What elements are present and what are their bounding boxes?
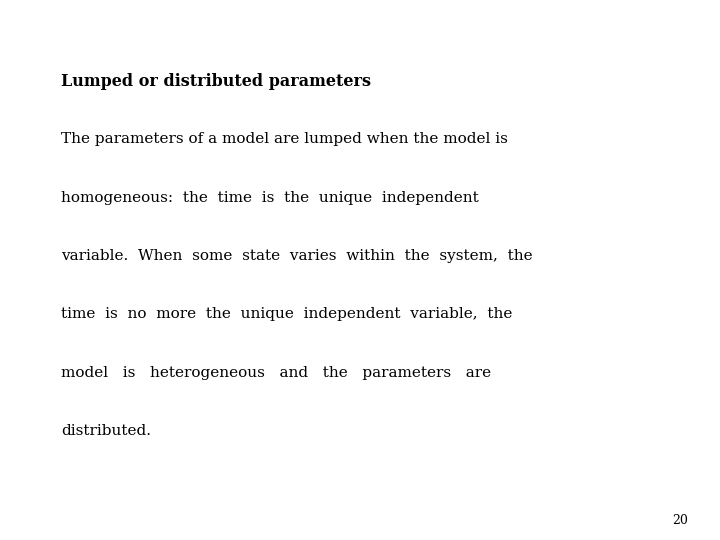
Text: variable.  When  some  state  varies  within  the  system,  the: variable. When some state varies within … — [61, 249, 533, 263]
Text: homogeneous:  the  time  is  the  unique  independent: homogeneous: the time is the unique inde… — [61, 191, 479, 205]
Text: 20: 20 — [672, 514, 688, 526]
Text: time  is  no  more  the  unique  independent  variable,  the: time is no more the unique independent v… — [61, 307, 513, 321]
Text: distributed.: distributed. — [61, 424, 151, 438]
Text: Lumped or distributed parameters: Lumped or distributed parameters — [61, 73, 372, 90]
Text: The parameters of a model are lumped when the model is: The parameters of a model are lumped whe… — [61, 132, 508, 146]
Text: model   is   heterogeneous   and   the   parameters   are: model is heterogeneous and the parameter… — [61, 366, 491, 380]
